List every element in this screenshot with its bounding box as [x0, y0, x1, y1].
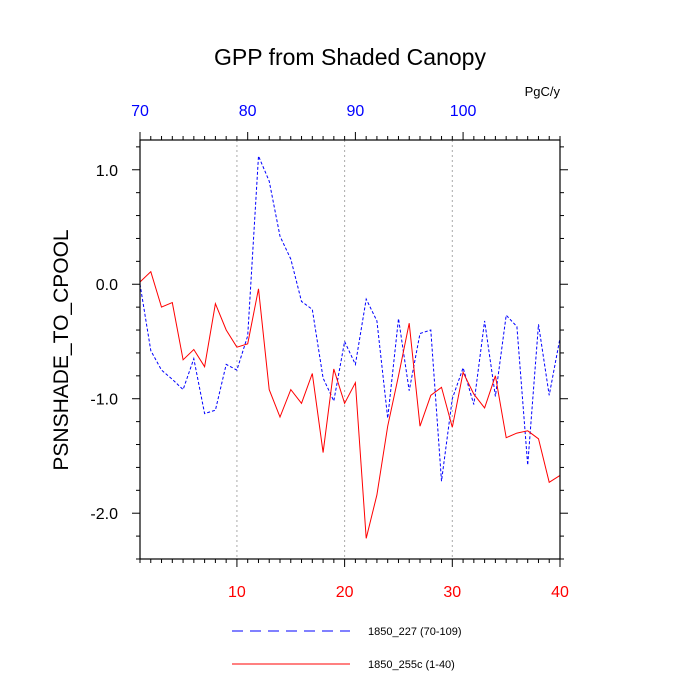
series-line-2 — [139, 270, 561, 539]
chart-title: GPP from Shaded Canopy — [214, 44, 486, 70]
x-top-tick-label: 70 — [131, 103, 149, 120]
x-bottom-tick-label: 40 — [551, 584, 569, 601]
x-top-tick-label: 100 — [450, 103, 477, 120]
x-bottom-tick-label: 10 — [228, 584, 246, 601]
y-tick-label: -2.0 — [90, 506, 118, 523]
y-tick-label: -1.0 — [90, 392, 118, 409]
y-tick-label: 0.0 — [96, 277, 118, 294]
series-layer — [139, 155, 561, 539]
x-bottom-tick-label: 20 — [336, 584, 354, 601]
gridlines — [236, 140, 453, 559]
legend-label-1: 1850_227 (70-109) — [368, 626, 462, 638]
units-label: PgC/y — [525, 84, 561, 99]
y-axis-label: PSNSHADE_TO_CPOOL — [50, 229, 73, 470]
plot-frame — [139, 139, 561, 560]
x-top-tick-label: 90 — [346, 103, 364, 120]
x-bottom-tick-label: 30 — [443, 584, 461, 601]
legend: 1850_227 (70-109) 1850_255c (1-40) — [232, 626, 462, 671]
legend-label-2: 1850_255c (1-40) — [368, 659, 455, 671]
y-tick-label: 1.0 — [96, 163, 118, 180]
series-line-1 — [139, 155, 561, 482]
x-top-tick-label: 80 — [239, 103, 257, 120]
axis-ticks: 1.0 0.0 -1.0 -2.0 10 20 30 40 70 80 90 100 — [90, 103, 569, 601]
